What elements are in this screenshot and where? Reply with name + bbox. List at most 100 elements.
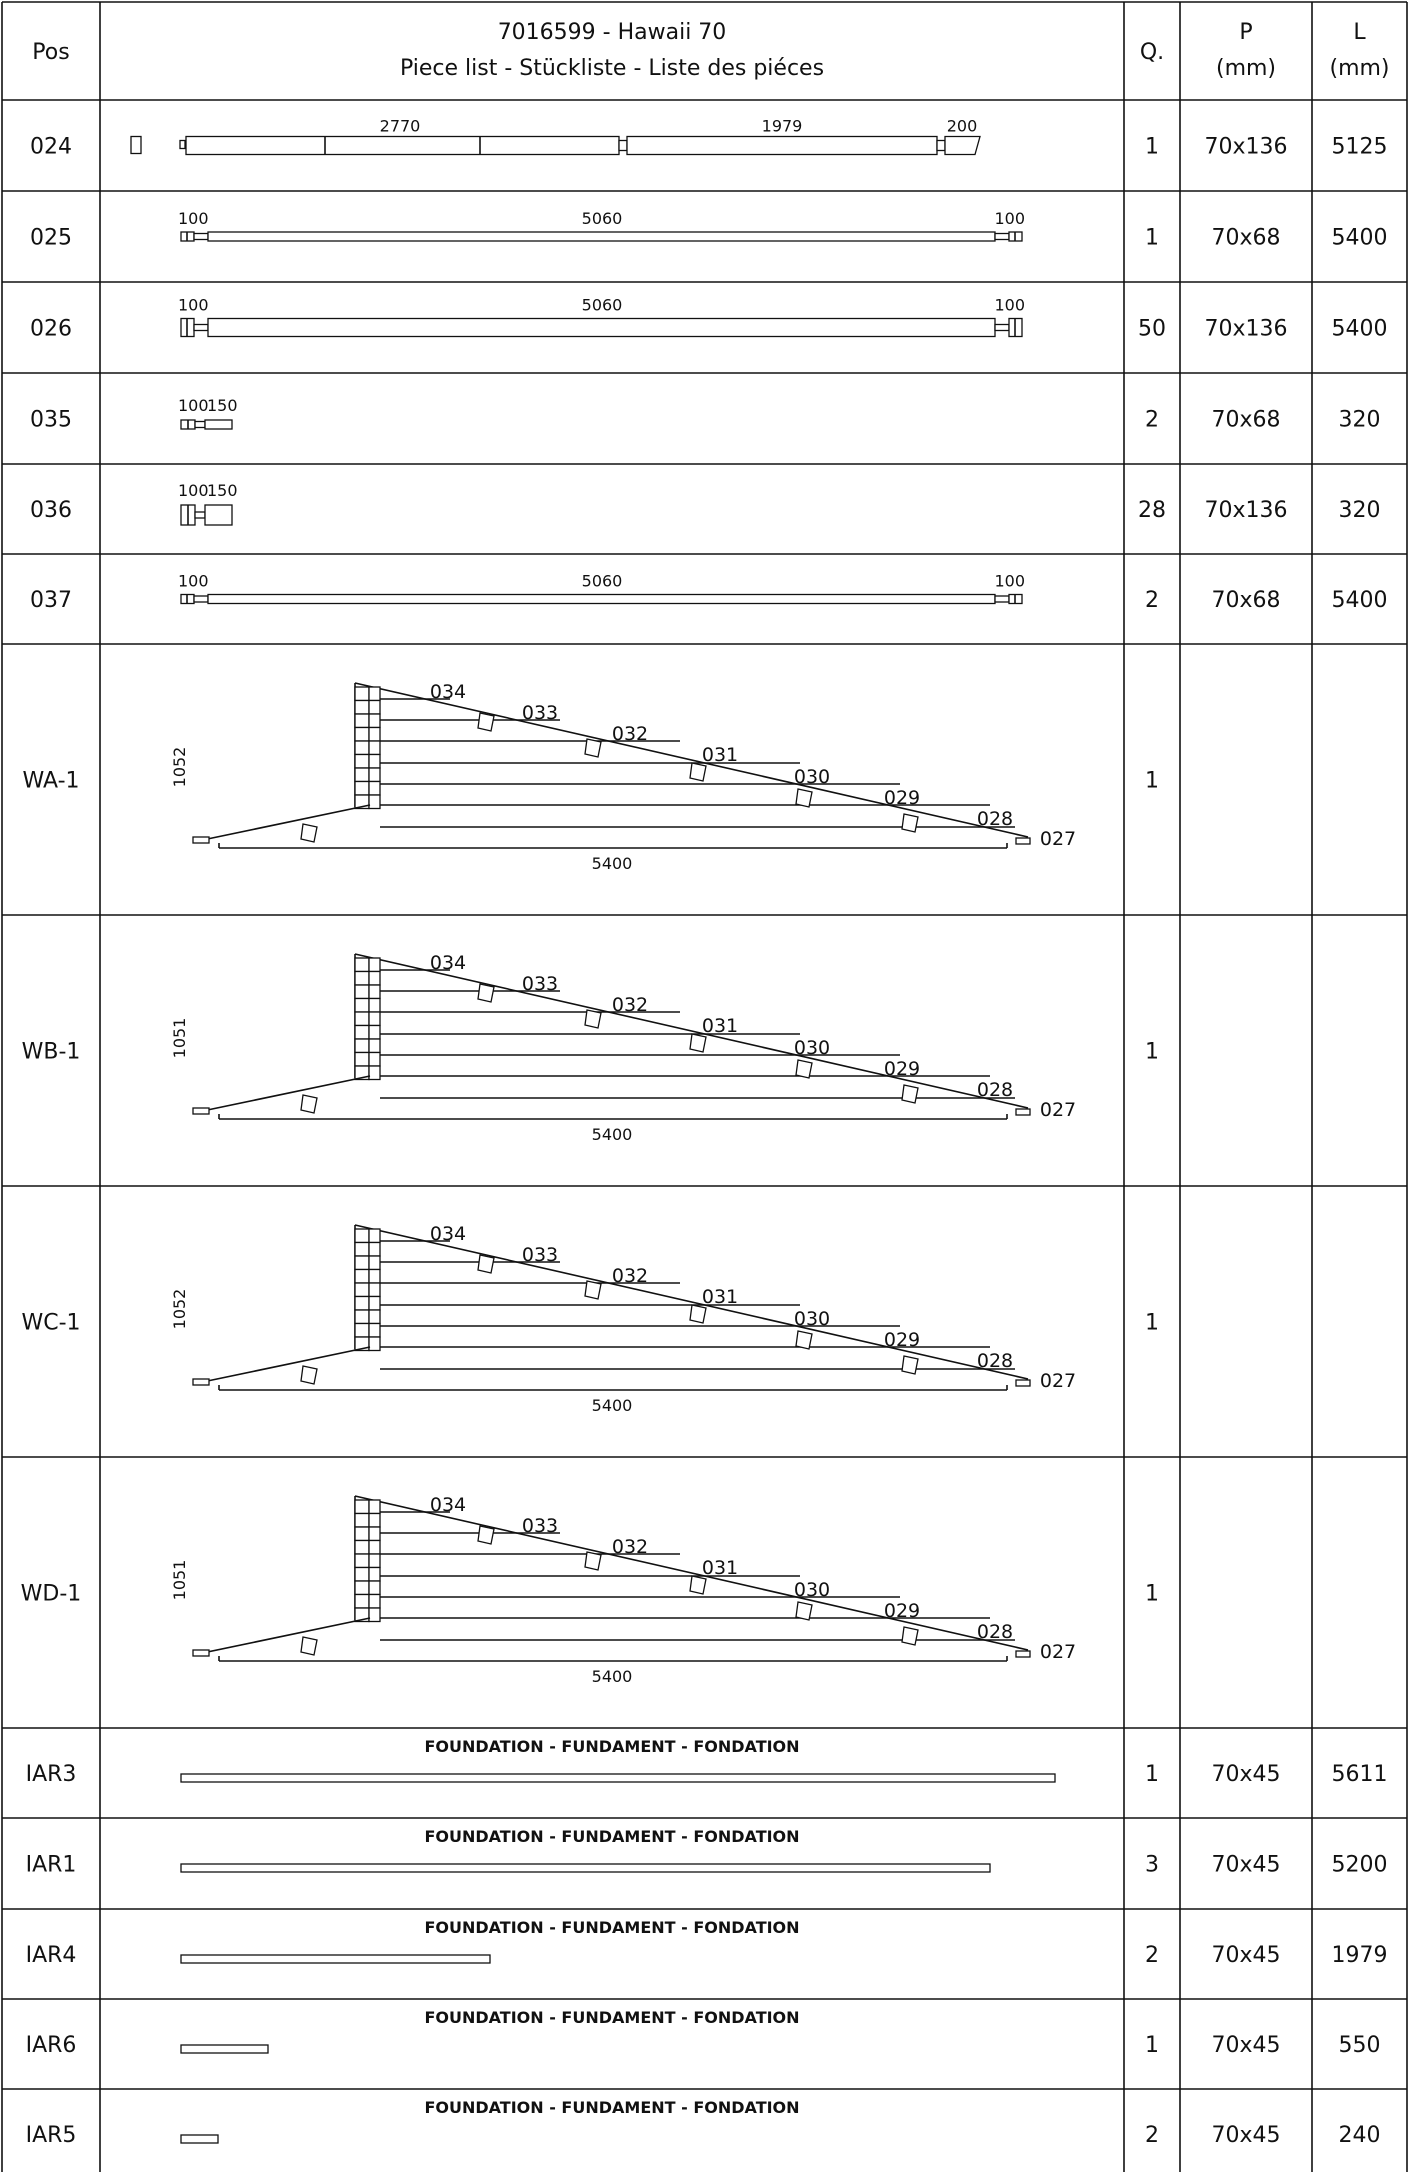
piece-drawing-035 <box>180 419 233 430</box>
row-035-profile: 70x68 <box>1211 408 1280 433</box>
row-WB-1-pos: WB-1 <box>22 1040 81 1065</box>
header-p-unit: (mm) <box>1216 56 1276 81</box>
wall-label-033: 033 <box>522 973 558 995</box>
row-025-profile: 70x68 <box>1211 226 1280 251</box>
row-WD-1-qty: 1 <box>1145 1582 1159 1607</box>
wall-label-029: 029 <box>884 1329 920 1351</box>
row-024-pos: 024 <box>30 135 72 160</box>
row-IAR4-length: 1979 <box>1332 1943 1388 1968</box>
dim-1979: 1979 <box>762 117 803 136</box>
row-036-qty: 28 <box>1138 498 1166 523</box>
foundation-beam-IAR4 <box>180 1954 491 1964</box>
wall-label-030: 030 <box>794 1579 830 1601</box>
row-IAR6-pos: IAR6 <box>26 2033 77 2058</box>
wall-label-034: 034 <box>430 952 466 974</box>
wall-drawing-WB-1 <box>192 953 1031 1120</box>
row-037-pos: 037 <box>30 588 72 613</box>
wall-label-032: 032 <box>612 723 648 745</box>
row-WB-1-qty: 1 <box>1145 1040 1159 1065</box>
row-WD-1-length-dim: 5400 <box>592 1667 633 1686</box>
wall-label-029: 029 <box>884 1600 920 1622</box>
wall-label-034: 034 <box>430 1223 466 1245</box>
row-IAR5-caption: FOUNDATION - FUNDAMENT - FONDATION <box>424 2098 799 2117</box>
row-IAR4-qty: 2 <box>1145 1943 1159 1968</box>
row-IAR3-pos: IAR3 <box>26 1762 77 1787</box>
row-036-pos: 036 <box>30 498 72 523</box>
foundation-beam-IAR1 <box>180 1863 991 1873</box>
row-IAR1-length: 5200 <box>1332 1853 1388 1878</box>
wall-label-032: 032 <box>612 994 648 1016</box>
row-WD-1-height-dim: 1051 <box>170 1560 189 1601</box>
wall-label-030: 030 <box>794 1308 830 1330</box>
row-IAR3-qty: 1 <box>1145 1762 1159 1787</box>
wall-label-029: 029 <box>884 787 920 809</box>
row-025-qty: 1 <box>1145 226 1159 251</box>
wall-label-027: 027 <box>1040 1641 1076 1663</box>
row-036-length: 320 <box>1339 498 1381 523</box>
wall-label-028: 028 <box>977 808 1013 830</box>
header-l: L <box>1353 20 1366 45</box>
page-subtitle: Piece list - Stückliste - Liste des piéc… <box>400 56 824 81</box>
row-037-profile: 70x68 <box>1211 588 1280 613</box>
dim-left: 100 <box>178 296 209 315</box>
piece-drawing-037 <box>180 593 1023 605</box>
row-WA-1-pos: WA-1 <box>22 769 79 794</box>
row-026-length: 5400 <box>1332 317 1388 342</box>
row-035-length: 320 <box>1339 408 1381 433</box>
row-IAR1-profile: 70x45 <box>1211 1853 1280 1878</box>
row-WD-1-pos: WD-1 <box>21 1582 82 1607</box>
row-035-qty: 2 <box>1145 408 1159 433</box>
row-IAR6-caption: FOUNDATION - FUNDAMENT - FONDATION <box>424 2008 799 2027</box>
dim-main: 5060 <box>582 209 623 228</box>
wall-label-028: 028 <box>977 1350 1013 1372</box>
header-pos: Pos <box>32 40 69 65</box>
row-WA-1-qty: 1 <box>1145 769 1159 794</box>
row-025-length: 5400 <box>1332 226 1388 251</box>
header-qty: Q. <box>1140 40 1164 65</box>
header-p: P <box>1239 20 1252 45</box>
dim-right: 100 <box>994 296 1025 315</box>
row-026-profile: 70x136 <box>1204 317 1287 342</box>
row-024-length: 5125 <box>1332 135 1388 160</box>
row-WC-1-pos: WC-1 <box>21 1311 80 1336</box>
dim-tenon: 100 <box>178 396 209 415</box>
foundation-beam-IAR6 <box>180 2044 269 2054</box>
wall-label-030: 030 <box>794 766 830 788</box>
wall-label-033: 033 <box>522 1515 558 1537</box>
wall-drawing-WD-1 <box>192 1495 1031 1662</box>
row-026-pos: 026 <box>30 317 72 342</box>
header-l-unit: (mm) <box>1329 56 1389 81</box>
foundation-beam-IAR3 <box>180 1773 1056 1783</box>
wall-label-033: 033 <box>522 1244 558 1266</box>
row-IAR5-length: 240 <box>1339 2123 1381 2148</box>
wall-label-031: 031 <box>702 1557 738 1579</box>
row-IAR6-length: 550 <box>1339 2033 1381 2058</box>
row-WA-1-height-dim: 1052 <box>170 747 189 788</box>
wall-drawing-WA-1 <box>192 682 1031 849</box>
dim-main: 5060 <box>582 296 623 315</box>
wall-label-027: 027 <box>1040 828 1076 850</box>
dim-2770: 2770 <box>380 117 421 136</box>
row-IAR3-profile: 70x45 <box>1211 1762 1280 1787</box>
piece-drawing-024 <box>130 135 981 156</box>
wall-label-030: 030 <box>794 1037 830 1059</box>
row-IAR4-profile: 70x45 <box>1211 1943 1280 1968</box>
wall-label-027: 027 <box>1040 1370 1076 1392</box>
dim-left: 100 <box>178 572 209 591</box>
wall-label-031: 031 <box>702 744 738 766</box>
dim-right: 100 <box>994 572 1025 591</box>
piece-drawing-025 <box>180 231 1023 242</box>
dim-body: 150 <box>207 481 238 500</box>
wall-label-031: 031 <box>702 1015 738 1037</box>
row-IAR6-qty: 1 <box>1145 2033 1159 2058</box>
row-WB-1-length-dim: 5400 <box>592 1125 633 1144</box>
row-025-pos: 025 <box>30 226 72 251</box>
row-WB-1-height-dim: 1051 <box>170 1018 189 1059</box>
row-IAR1-pos: IAR1 <box>26 1853 77 1878</box>
row-IAR6-profile: 70x45 <box>1211 2033 1280 2058</box>
dim-200: 200 <box>947 117 978 136</box>
foundation-beam-IAR5 <box>180 2134 219 2144</box>
row-IAR5-qty: 2 <box>1145 2123 1159 2148</box>
